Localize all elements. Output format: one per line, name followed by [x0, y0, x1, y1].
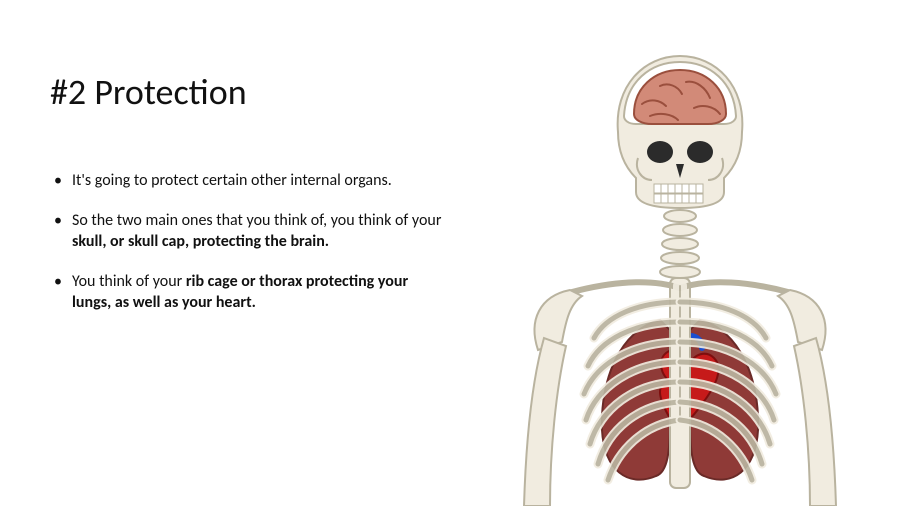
bullet-list: It's going to protect certain other inte…: [50, 170, 450, 314]
bullet-text: So the two main ones that you think of, …: [72, 211, 441, 230]
skull-icon: [618, 56, 743, 208]
bullet-item: It's going to protect certain other inte…: [50, 170, 450, 192]
bullet-bold: skull, or skull cap, protecting the brai…: [72, 232, 329, 251]
slide-root: #2 Protection It's going to protect cert…: [0, 0, 900, 506]
bullet-item: You think of your rib cage or thorax pro…: [50, 271, 450, 314]
bullet-item: So the two main ones that you think of, …: [50, 210, 450, 253]
skeleton-figure: [510, 20, 850, 506]
bullet-text: You think of your: [72, 272, 186, 291]
text-column: #2 Protection It's going to protect cert…: [0, 0, 470, 506]
bullet-text: It's going to protect certain other inte…: [72, 171, 392, 190]
skeleton-svg: [510, 20, 850, 506]
figure-column: [470, 0, 900, 506]
slide-title: #2 Protection: [50, 70, 450, 114]
